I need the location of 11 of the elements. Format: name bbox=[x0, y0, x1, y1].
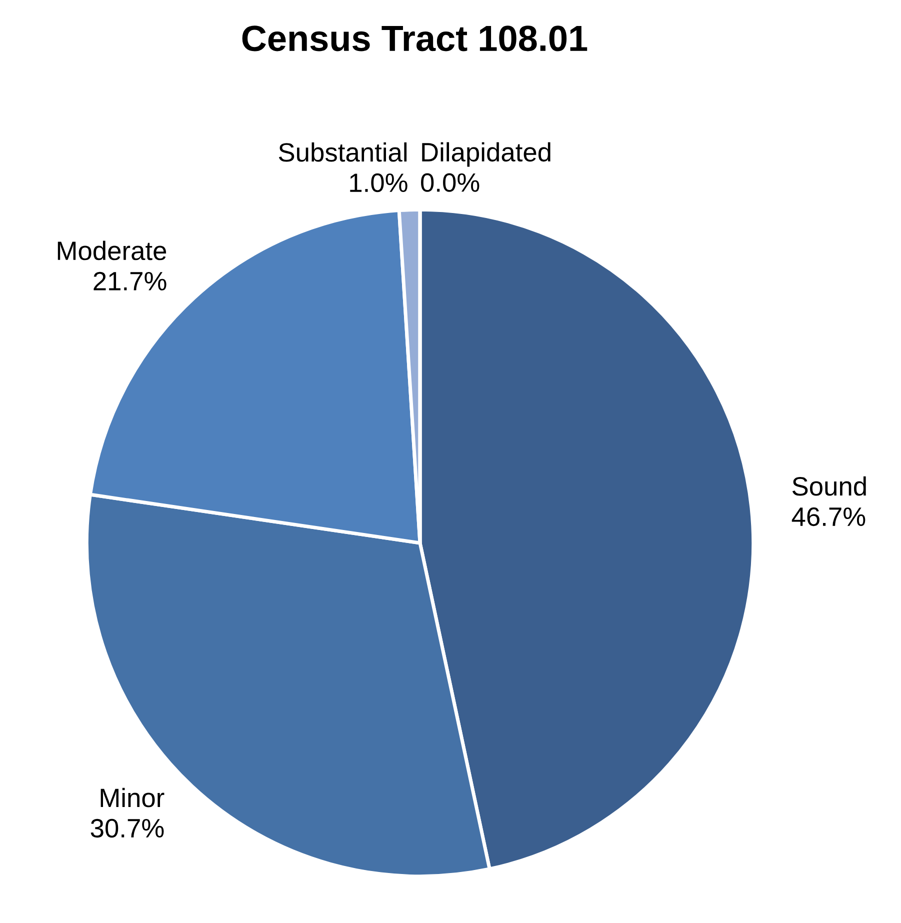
text: 0.0% bbox=[421, 173, 480, 192]
slice-label: Substantial bbox=[278, 142, 407, 162]
slice-label: Sound bbox=[792, 476, 866, 496]
chart-title: Census Tract 108.01 bbox=[242, 26, 588, 52]
category-label: Dilapidated bbox=[422, 142, 550, 167]
data-label: 21.7% bbox=[94, 272, 166, 290]
slice-label: Moderate bbox=[58, 240, 166, 260]
slice-label: Minor bbox=[100, 788, 164, 808]
data-label: 30.7% bbox=[90, 818, 164, 838]
data-label: 1.0% bbox=[350, 173, 408, 192]
data-label: 46.7% bbox=[792, 507, 866, 526]
